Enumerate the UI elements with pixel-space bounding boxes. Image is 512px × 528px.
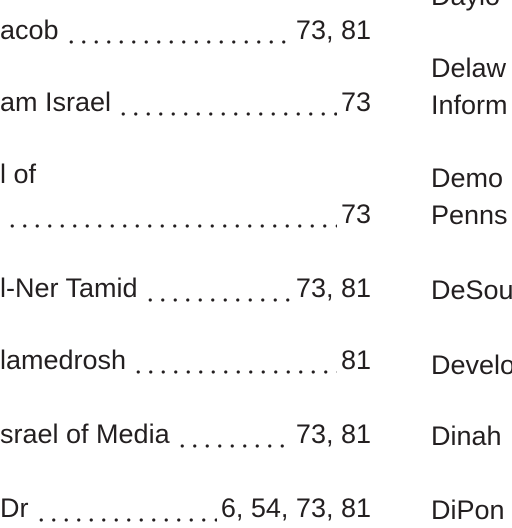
- page-numbers: 73, 81: [295, 273, 371, 303]
- page-numbers: 73, 81: [295, 15, 371, 45]
- page-numbers: 81: [340, 345, 371, 375]
- entry-name: Delaw: [431, 53, 507, 83]
- dot-leader: [173, 416, 292, 452]
- dot-leader: [32, 490, 217, 526]
- index-entry: am Israel 73: [0, 84, 371, 120]
- page-numbers: 73: [340, 87, 371, 117]
- index-entry: 73: [0, 196, 371, 232]
- index-entry: lamedrosh 81: [0, 342, 371, 378]
- index-entry: l-Ner Tamid 73, 81: [0, 270, 371, 306]
- index-entry: acob 73, 81: [0, 12, 371, 48]
- entry-name: Demo: [431, 163, 504, 193]
- dot-leader: [130, 342, 337, 378]
- entry-name: Dinah: [431, 421, 502, 451]
- entry-name: Daylo: [431, 0, 500, 14]
- entry-name: DiPon: [431, 495, 505, 525]
- dot-leader: [62, 12, 292, 48]
- dot-leader: [4, 196, 337, 232]
- entry-name: Inform: [431, 90, 508, 120]
- dot-leader: [115, 84, 337, 120]
- index-entry: Dr 6, 54, 73, 81: [0, 490, 371, 526]
- entry-name: Penns: [431, 200, 508, 230]
- dot-leader: [141, 270, 292, 306]
- entry-name: srael of Media: [0, 419, 170, 449]
- entry-name: l-Ner Tamid: [0, 273, 138, 303]
- index-entry: srael of Media 73, 81: [0, 416, 371, 452]
- entry-name: l of: [0, 159, 37, 189]
- entry-name: DeSou: [431, 275, 512, 305]
- entry-name: am Israel: [0, 87, 112, 117]
- entry-name: lamedrosh: [0, 345, 127, 375]
- page-numbers: 6, 54, 73, 81: [220, 493, 371, 523]
- entry-name: acob: [0, 15, 59, 45]
- page-numbers: 73: [340, 199, 371, 229]
- page-numbers: 73, 81: [295, 419, 371, 449]
- entry-name: Develo: [431, 350, 512, 380]
- entry-name: Dr: [0, 493, 29, 523]
